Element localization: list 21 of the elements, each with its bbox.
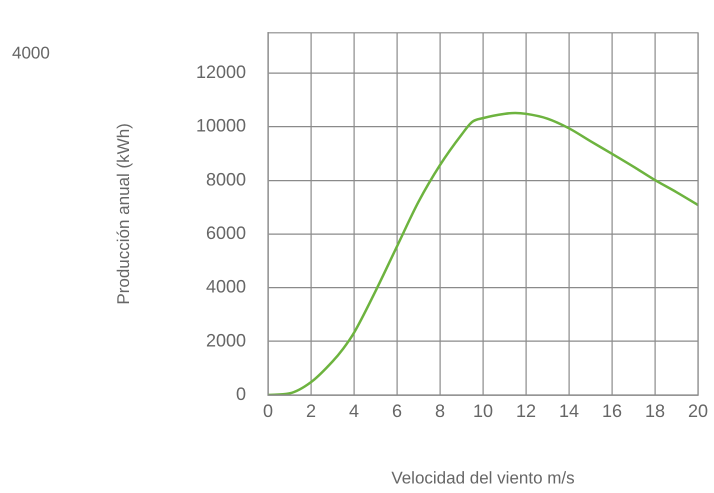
- x-tick-label: 12: [516, 400, 536, 421]
- x-tick-label: 0: [262, 400, 274, 421]
- x-tick-label: 6: [392, 400, 402, 421]
- y-tick-label: 2000: [206, 330, 246, 350]
- y-tick-label: 4000: [206, 276, 246, 297]
- x-tick-label: 8: [434, 400, 446, 421]
- y-tick-label: 6000: [206, 222, 246, 243]
- y-tick-label: 0: [236, 384, 246, 404]
- x-tick-label: 14: [558, 400, 580, 421]
- x-tick-label: 16: [602, 400, 622, 421]
- x-tick-label: 10: [472, 400, 494, 421]
- x-axis-title: Velocidad del viento m/s: [391, 468, 575, 488]
- x-tick-label: 4: [348, 400, 360, 421]
- y-tick-label: 10000: [196, 116, 246, 136]
- y-axis-title: Producción anual (kWh): [114, 123, 133, 305]
- y-tick-label: 8000: [206, 169, 246, 190]
- text: 4000: [12, 44, 50, 63]
- y-tick-label: 12000: [196, 62, 246, 82]
- x-tick-label: 18: [644, 400, 666, 421]
- x-tick-label: 2: [306, 400, 316, 421]
- x-tick-label: 20: [688, 400, 708, 421]
